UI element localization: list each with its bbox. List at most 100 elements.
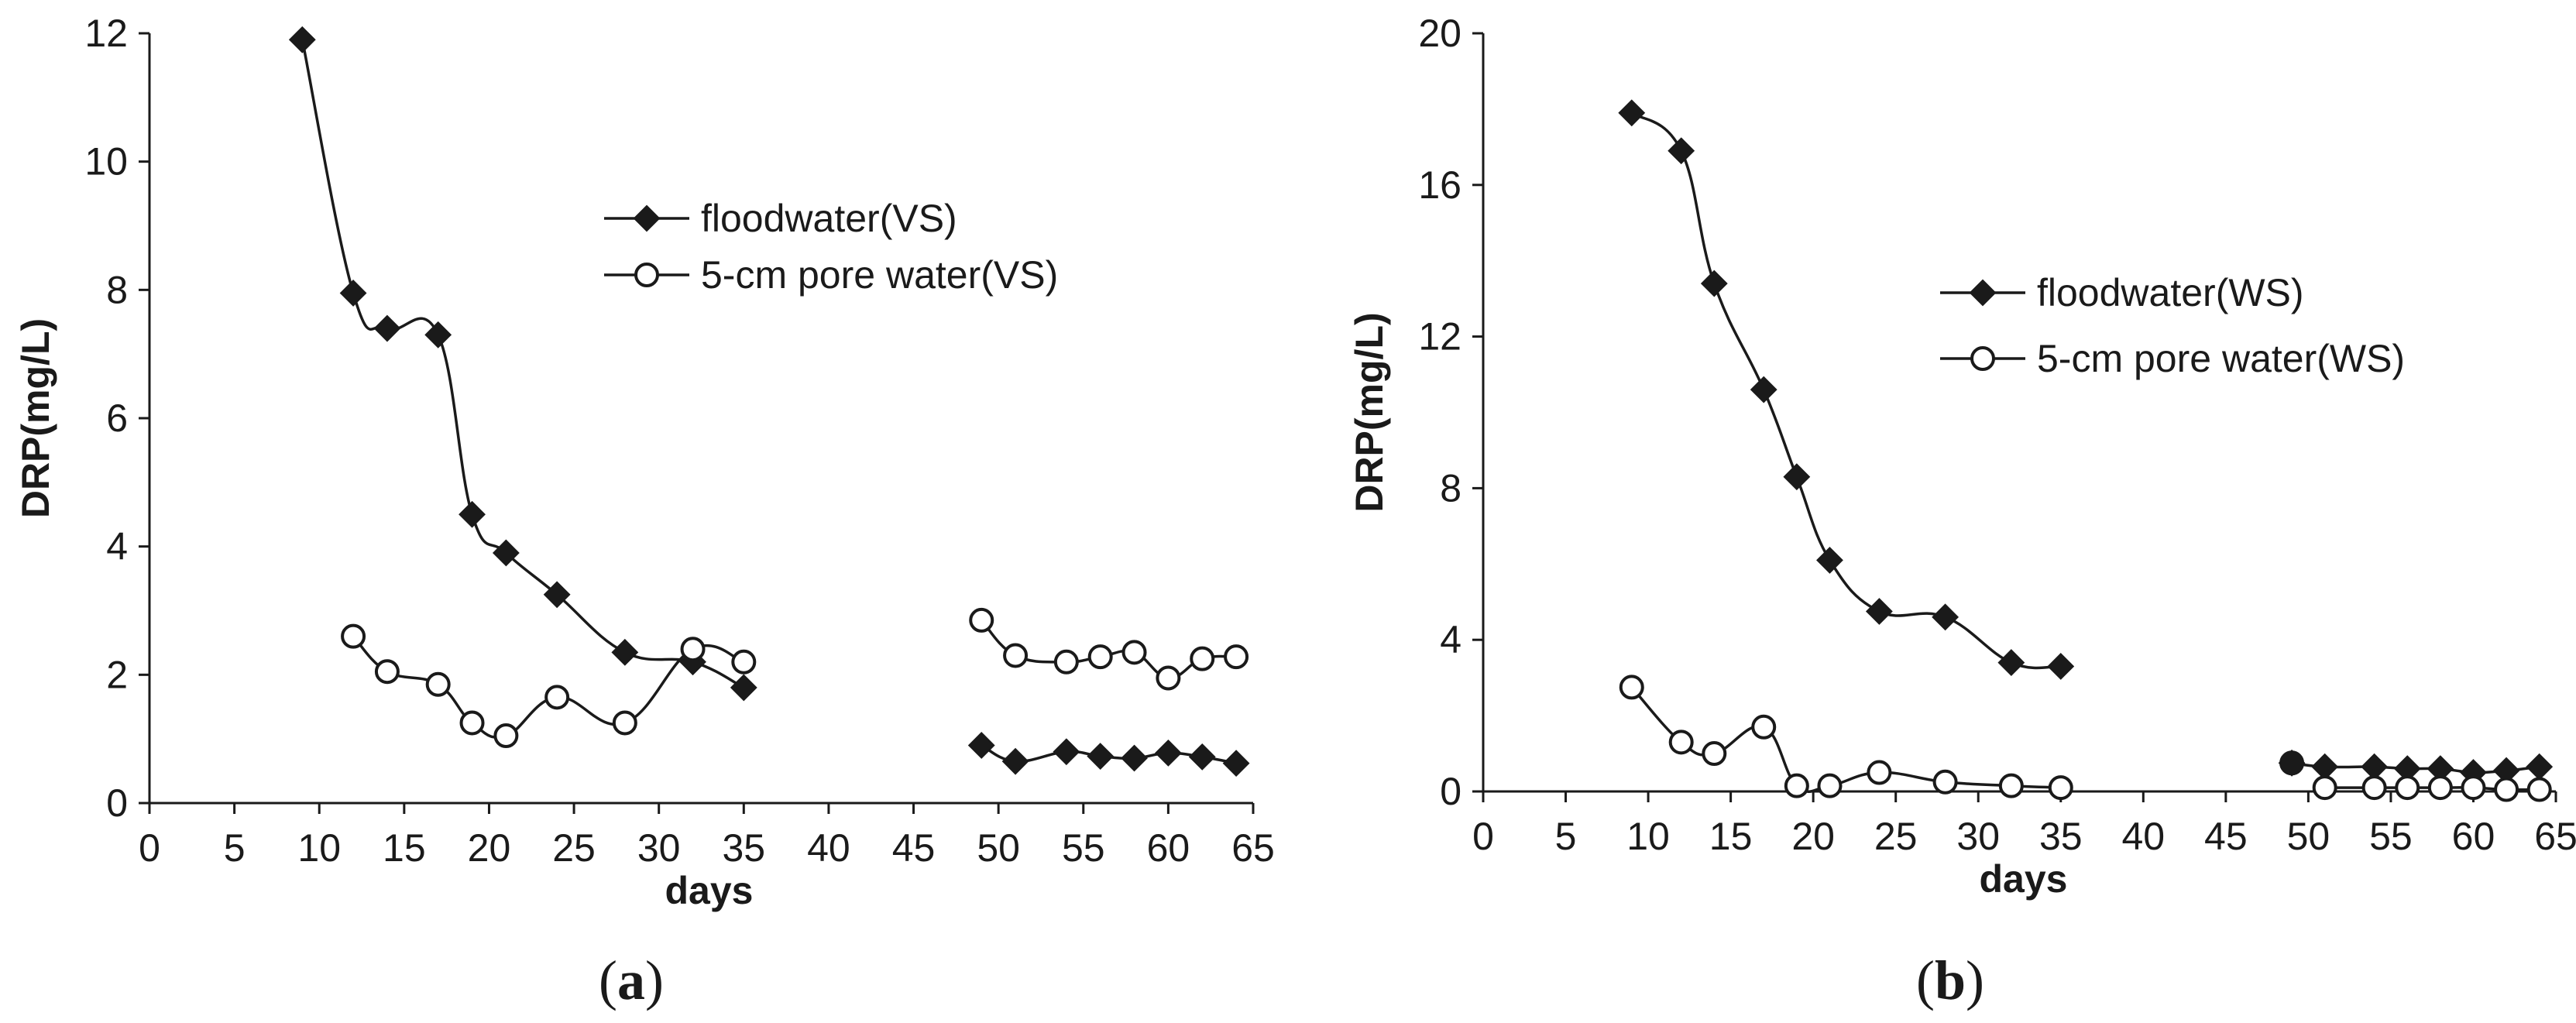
data-point xyxy=(969,607,994,633)
data-point xyxy=(1001,747,1029,775)
y-tick-label: 10 xyxy=(84,140,128,184)
legend-label: floodwater(WS) xyxy=(2037,271,2304,314)
series-line xyxy=(301,39,745,689)
x-tick-label: 35 xyxy=(722,826,765,870)
data-point xyxy=(288,26,316,53)
data-point xyxy=(2395,775,2420,801)
data-point xyxy=(1188,743,1216,771)
data-point xyxy=(1053,649,1079,675)
data-point xyxy=(680,637,706,662)
legend-label: 5-cm pore water(VS) xyxy=(701,253,1058,297)
x-tick-label: 50 xyxy=(977,826,1020,870)
legend-marker xyxy=(1969,279,1997,307)
data-point xyxy=(1619,675,1644,700)
data-point xyxy=(1190,646,1215,671)
data-point xyxy=(1618,99,1646,127)
y-tick-label: 4 xyxy=(1440,618,1461,661)
y-tick-label: 0 xyxy=(1440,770,1461,813)
x-tick-label: 25 xyxy=(1874,815,1918,858)
data-point xyxy=(492,539,520,567)
data-point xyxy=(1998,773,2024,798)
panel-label-letter: b xyxy=(1935,949,1966,1011)
data-point xyxy=(2526,777,2552,802)
x-tick-label: 40 xyxy=(2121,815,2165,858)
x-tick-label: 30 xyxy=(1956,815,2000,858)
x-tick-label: 0 xyxy=(1472,815,1494,858)
data-point xyxy=(2047,653,2075,680)
chart-panel-a: 0 5 10 15 20 25 30 35 40 45 50 55 60 65 0 2 4 6 8 10 12 days D… xyxy=(14,12,1275,1011)
data-point xyxy=(544,685,570,710)
x-tick-label: 5 xyxy=(224,826,246,870)
y-tick-label: 8 xyxy=(1440,466,1461,510)
legend-marker xyxy=(633,204,661,232)
y-tick-label: 0 xyxy=(106,781,128,825)
x-tick-label: 35 xyxy=(2039,815,2083,858)
data-point xyxy=(1816,546,1843,574)
data-point xyxy=(1087,644,1113,670)
y-tick-label: 2 xyxy=(106,653,128,696)
chart-panel-b: 0 5 10 15 20 25 30 35 40 45 50 55 60 65 0 4 8 12 16 20 days D… xyxy=(1348,12,2576,1011)
series-line xyxy=(352,635,744,739)
x-tick-label: 15 xyxy=(1709,815,1753,858)
data-point xyxy=(459,710,485,736)
y-tick-label: 20 xyxy=(1418,12,1461,55)
y-tick-label: 12 xyxy=(1418,315,1461,359)
series-floodwater xyxy=(1618,99,2554,786)
data-point xyxy=(425,671,451,697)
legend-marker xyxy=(1970,346,1995,371)
data-point xyxy=(2279,750,2305,776)
legend: floodwater(VS) 5-cm pore water(VS) xyxy=(604,197,1058,297)
x-tick-label: 0 xyxy=(139,826,160,870)
data-point xyxy=(1121,744,1148,772)
x-tick-label: 15 xyxy=(383,826,426,870)
data-point xyxy=(1121,640,1147,665)
data-point xyxy=(543,581,571,609)
x-tick-label: 60 xyxy=(2452,815,2495,858)
data-point xyxy=(1087,743,1115,770)
series-line xyxy=(1630,112,2061,670)
data-point xyxy=(424,321,452,348)
data-point xyxy=(1932,769,1958,795)
series-floodwater xyxy=(288,26,1250,778)
x-tick-label: 50 xyxy=(2287,815,2330,858)
legend: floodwater(WS) 5-cm pore water(WS) xyxy=(1940,271,2405,380)
data-point xyxy=(2461,775,2486,801)
data-point xyxy=(339,280,367,307)
data-point xyxy=(1700,269,1728,297)
y-tick-label: 16 xyxy=(1418,163,1461,207)
x-tick-label: 55 xyxy=(1062,826,1105,870)
x-tick-label: 55 xyxy=(2369,815,2413,858)
data-point xyxy=(1784,773,1809,798)
panel-label-close: ) xyxy=(645,949,664,1011)
panel-label-close: ) xyxy=(1966,949,1984,1011)
x-tick-label: 60 xyxy=(1147,826,1190,870)
y-axis-title: DRP(mg/L) xyxy=(1348,312,1391,512)
panel-label: (a) xyxy=(599,949,664,1011)
legend-marker xyxy=(634,263,659,287)
data-point xyxy=(730,674,757,702)
y-tick-label: 6 xyxy=(106,396,128,440)
x-tick-label: 30 xyxy=(637,826,681,870)
data-point xyxy=(1156,665,1181,691)
data-point xyxy=(374,659,400,685)
x-tick-label: 40 xyxy=(807,826,850,870)
y-axis-title: DRP(mg/L) xyxy=(14,318,57,518)
panel-label-open: ( xyxy=(599,949,617,1011)
data-point xyxy=(1932,603,1959,631)
legend-label: floodwater(VS) xyxy=(701,197,957,240)
data-point xyxy=(459,500,486,528)
data-point xyxy=(611,638,639,666)
y-tick-label: 4 xyxy=(106,525,128,568)
data-point xyxy=(1997,649,2025,676)
x-tick-label: 10 xyxy=(1626,815,1670,858)
x-tick-label: 65 xyxy=(2534,815,2576,858)
data-point xyxy=(1222,750,1250,778)
data-point xyxy=(2526,753,2554,781)
y-tick-label: 12 xyxy=(84,12,128,55)
panel-label-letter: a xyxy=(617,949,645,1011)
x-tick-label: 20 xyxy=(1791,815,1835,858)
data-point xyxy=(1817,773,1843,798)
data-point xyxy=(341,623,366,649)
data-point xyxy=(612,710,637,736)
